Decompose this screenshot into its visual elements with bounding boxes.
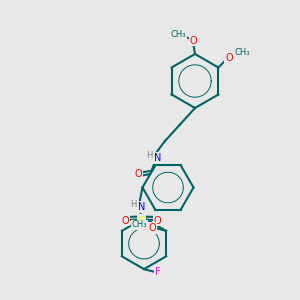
Text: N: N [138, 202, 146, 212]
Text: O: O [149, 223, 156, 233]
Text: F: F [155, 267, 160, 277]
Text: S: S [138, 215, 145, 226]
Text: O: O [134, 169, 142, 179]
Text: CH₃: CH₃ [235, 48, 250, 57]
Text: H: H [146, 152, 153, 160]
Text: H: H [130, 200, 137, 209]
Text: O: O [190, 35, 197, 46]
Text: O: O [225, 53, 233, 64]
Text: CH₃: CH₃ [131, 220, 147, 229]
Text: N: N [154, 153, 161, 164]
Text: CH₃: CH₃ [171, 30, 186, 39]
Text: O: O [122, 215, 129, 226]
Text: O: O [154, 215, 162, 226]
